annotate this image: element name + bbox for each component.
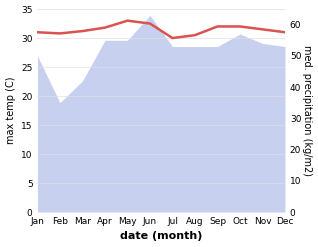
Y-axis label: max temp (C): max temp (C) bbox=[5, 77, 16, 144]
X-axis label: date (month): date (month) bbox=[120, 231, 203, 242]
Y-axis label: med. precipitation (kg/m2): med. precipitation (kg/m2) bbox=[302, 45, 313, 176]
